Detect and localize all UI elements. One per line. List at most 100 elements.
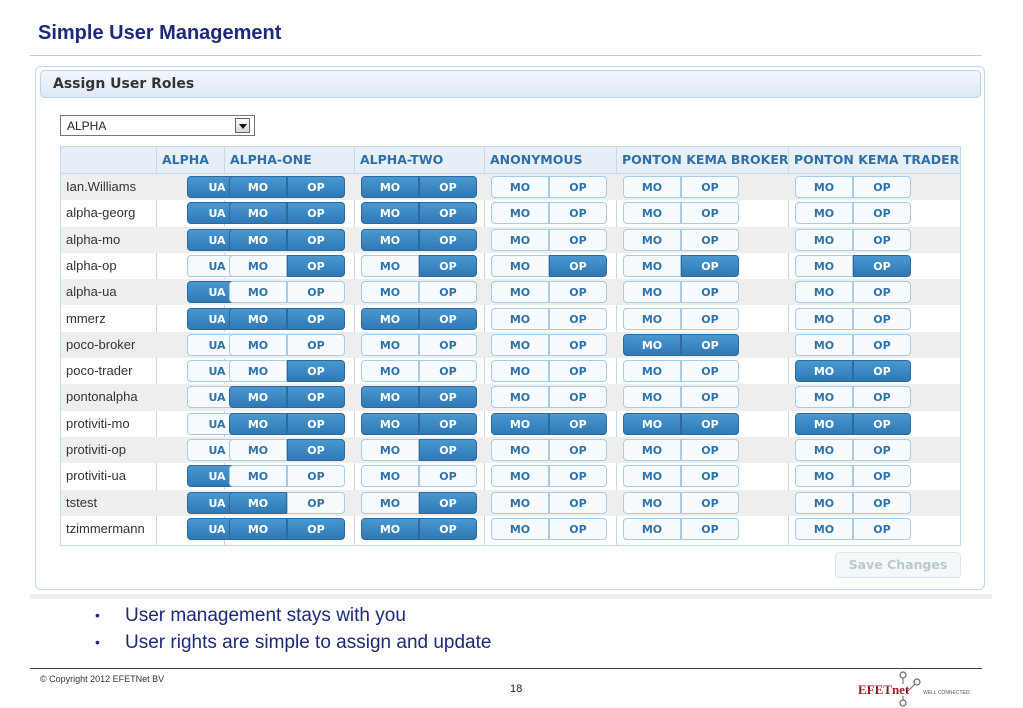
role-toggle-op[interactable]: OP (853, 333, 911, 356)
role-toggle-mo[interactable]: MO (623, 439, 681, 461)
role-toggle-mo[interactable]: MO (229, 202, 287, 225)
role-toggle-mo[interactable]: MO (795, 254, 853, 277)
role-toggle-op[interactable]: OP (287, 412, 345, 435)
role-toggle-mo[interactable]: MO (491, 465, 549, 488)
role-toggle-op[interactable]: OP (419, 228, 477, 251)
role-toggle-op[interactable]: OP (419, 439, 477, 461)
role-toggle-op[interactable]: OP (549, 307, 607, 330)
role-toggle-op[interactable]: OP (681, 254, 739, 277)
role-toggle-mo[interactable]: MO (361, 202, 419, 225)
role-toggle-mo[interactable]: MO (491, 228, 549, 251)
role-toggle-mo[interactable]: MO (229, 465, 287, 488)
role-toggle-op[interactable]: OP (549, 281, 607, 304)
role-toggle-op[interactable]: OP (287, 228, 345, 251)
role-toggle-mo[interactable]: MO (361, 254, 419, 277)
role-toggle-mo[interactable]: MO (229, 412, 287, 435)
role-toggle-mo[interactable]: MO (361, 465, 419, 488)
role-toggle-op[interactable]: OP (681, 333, 739, 356)
role-toggle-op[interactable]: OP (549, 333, 607, 356)
role-toggle-op[interactable]: OP (419, 254, 477, 277)
role-toggle-op[interactable]: OP (419, 202, 477, 225)
role-toggle-op[interactable]: OP (287, 254, 345, 277)
role-toggle-mo[interactable]: MO (623, 202, 681, 225)
role-toggle-op[interactable]: OP (549, 176, 607, 198)
role-toggle-mo[interactable]: MO (623, 491, 681, 514)
role-toggle-op[interactable]: OP (287, 439, 345, 461)
role-toggle-mo[interactable]: MO (623, 465, 681, 488)
role-toggle-mo[interactable]: MO (795, 439, 853, 461)
role-toggle-op[interactable]: OP (681, 360, 739, 383)
role-toggle-mo[interactable]: MO (361, 412, 419, 435)
role-toggle-mo[interactable]: MO (361, 333, 419, 356)
role-toggle-mo[interactable]: MO (229, 281, 287, 304)
role-toggle-mo[interactable]: MO (229, 254, 287, 277)
role-toggle-mo[interactable]: MO (491, 439, 549, 461)
role-toggle-mo[interactable]: MO (229, 386, 287, 409)
role-toggle-mo[interactable]: MO (229, 176, 287, 198)
role-toggle-op[interactable]: OP (681, 386, 739, 409)
role-toggle-op[interactable]: OP (287, 360, 345, 383)
role-toggle-op[interactable]: OP (681, 465, 739, 488)
role-toggle-op[interactable]: OP (549, 412, 607, 435)
role-toggle-mo[interactable]: MO (361, 491, 419, 514)
role-toggle-op[interactable]: OP (419, 465, 477, 488)
role-toggle-op[interactable]: OP (853, 176, 911, 198)
role-toggle-op[interactable]: OP (549, 386, 607, 409)
role-toggle-op[interactable]: OP (681, 439, 739, 461)
role-toggle-op[interactable]: OP (419, 333, 477, 356)
chevron-down-icon[interactable] (235, 118, 250, 133)
role-toggle-mo[interactable]: MO (795, 412, 853, 435)
role-toggle-op[interactable]: OP (681, 491, 739, 514)
role-toggle-mo[interactable]: MO (623, 412, 681, 435)
role-toggle-op[interactable]: OP (287, 281, 345, 304)
role-toggle-op[interactable]: OP (419, 307, 477, 330)
role-toggle-mo[interactable]: MO (491, 360, 549, 383)
role-toggle-mo[interactable]: MO (795, 465, 853, 488)
role-toggle-mo[interactable]: MO (491, 307, 549, 330)
role-toggle-mo[interactable]: MO (795, 333, 853, 356)
role-toggle-op[interactable]: OP (853, 360, 911, 383)
role-toggle-op[interactable]: OP (853, 281, 911, 304)
role-toggle-op[interactable]: OP (419, 412, 477, 435)
role-toggle-op[interactable]: OP (287, 465, 345, 488)
role-toggle-op[interactable]: OP (853, 439, 911, 461)
role-toggle-mo[interactable]: MO (795, 281, 853, 304)
role-toggle-op[interactable]: OP (853, 491, 911, 514)
role-toggle-op[interactable]: OP (549, 360, 607, 383)
role-toggle-mo[interactable]: MO (361, 281, 419, 304)
role-toggle-mo[interactable]: MO (623, 307, 681, 330)
role-toggle-mo[interactable]: MO (795, 307, 853, 330)
role-toggle-mo[interactable]: MO (361, 386, 419, 409)
role-toggle-mo[interactable]: MO (623, 281, 681, 304)
role-toggle-op[interactable]: OP (853, 386, 911, 409)
role-toggle-mo[interactable]: MO (623, 254, 681, 277)
role-toggle-op[interactable]: OP (419, 491, 477, 514)
role-toggle-op[interactable]: OP (287, 307, 345, 330)
role-toggle-mo[interactable]: MO (229, 360, 287, 383)
role-toggle-mo[interactable]: MO (623, 517, 681, 540)
role-toggle-mo[interactable]: MO (491, 333, 549, 356)
role-toggle-op[interactable]: OP (549, 491, 607, 514)
role-toggle-mo[interactable]: MO (229, 333, 287, 356)
role-toggle-op[interactable]: OP (419, 281, 477, 304)
role-toggle-op[interactable]: OP (681, 228, 739, 251)
role-toggle-mo[interactable]: MO (491, 386, 549, 409)
role-toggle-mo[interactable]: MO (795, 202, 853, 225)
role-toggle-mo[interactable]: MO (623, 333, 681, 356)
role-toggle-op[interactable]: OP (681, 412, 739, 435)
role-toggle-op[interactable]: OP (681, 176, 739, 198)
role-toggle-op[interactable]: OP (549, 439, 607, 461)
role-toggle-op[interactable]: OP (853, 228, 911, 251)
role-toggle-mo[interactable]: MO (491, 517, 549, 540)
role-toggle-mo[interactable]: MO (623, 228, 681, 251)
role-toggle-op[interactable]: OP (853, 202, 911, 225)
role-toggle-op[interactable]: OP (549, 517, 607, 540)
role-toggle-mo[interactable]: MO (795, 517, 853, 540)
role-toggle-op[interactable]: OP (287, 202, 345, 225)
role-toggle-mo[interactable]: MO (623, 176, 681, 198)
role-toggle-op[interactable]: OP (419, 360, 477, 383)
role-toggle-op[interactable]: OP (681, 281, 739, 304)
role-toggle-op[interactable]: OP (419, 517, 477, 540)
role-toggle-mo[interactable]: MO (229, 307, 287, 330)
role-toggle-mo[interactable]: MO (795, 491, 853, 514)
